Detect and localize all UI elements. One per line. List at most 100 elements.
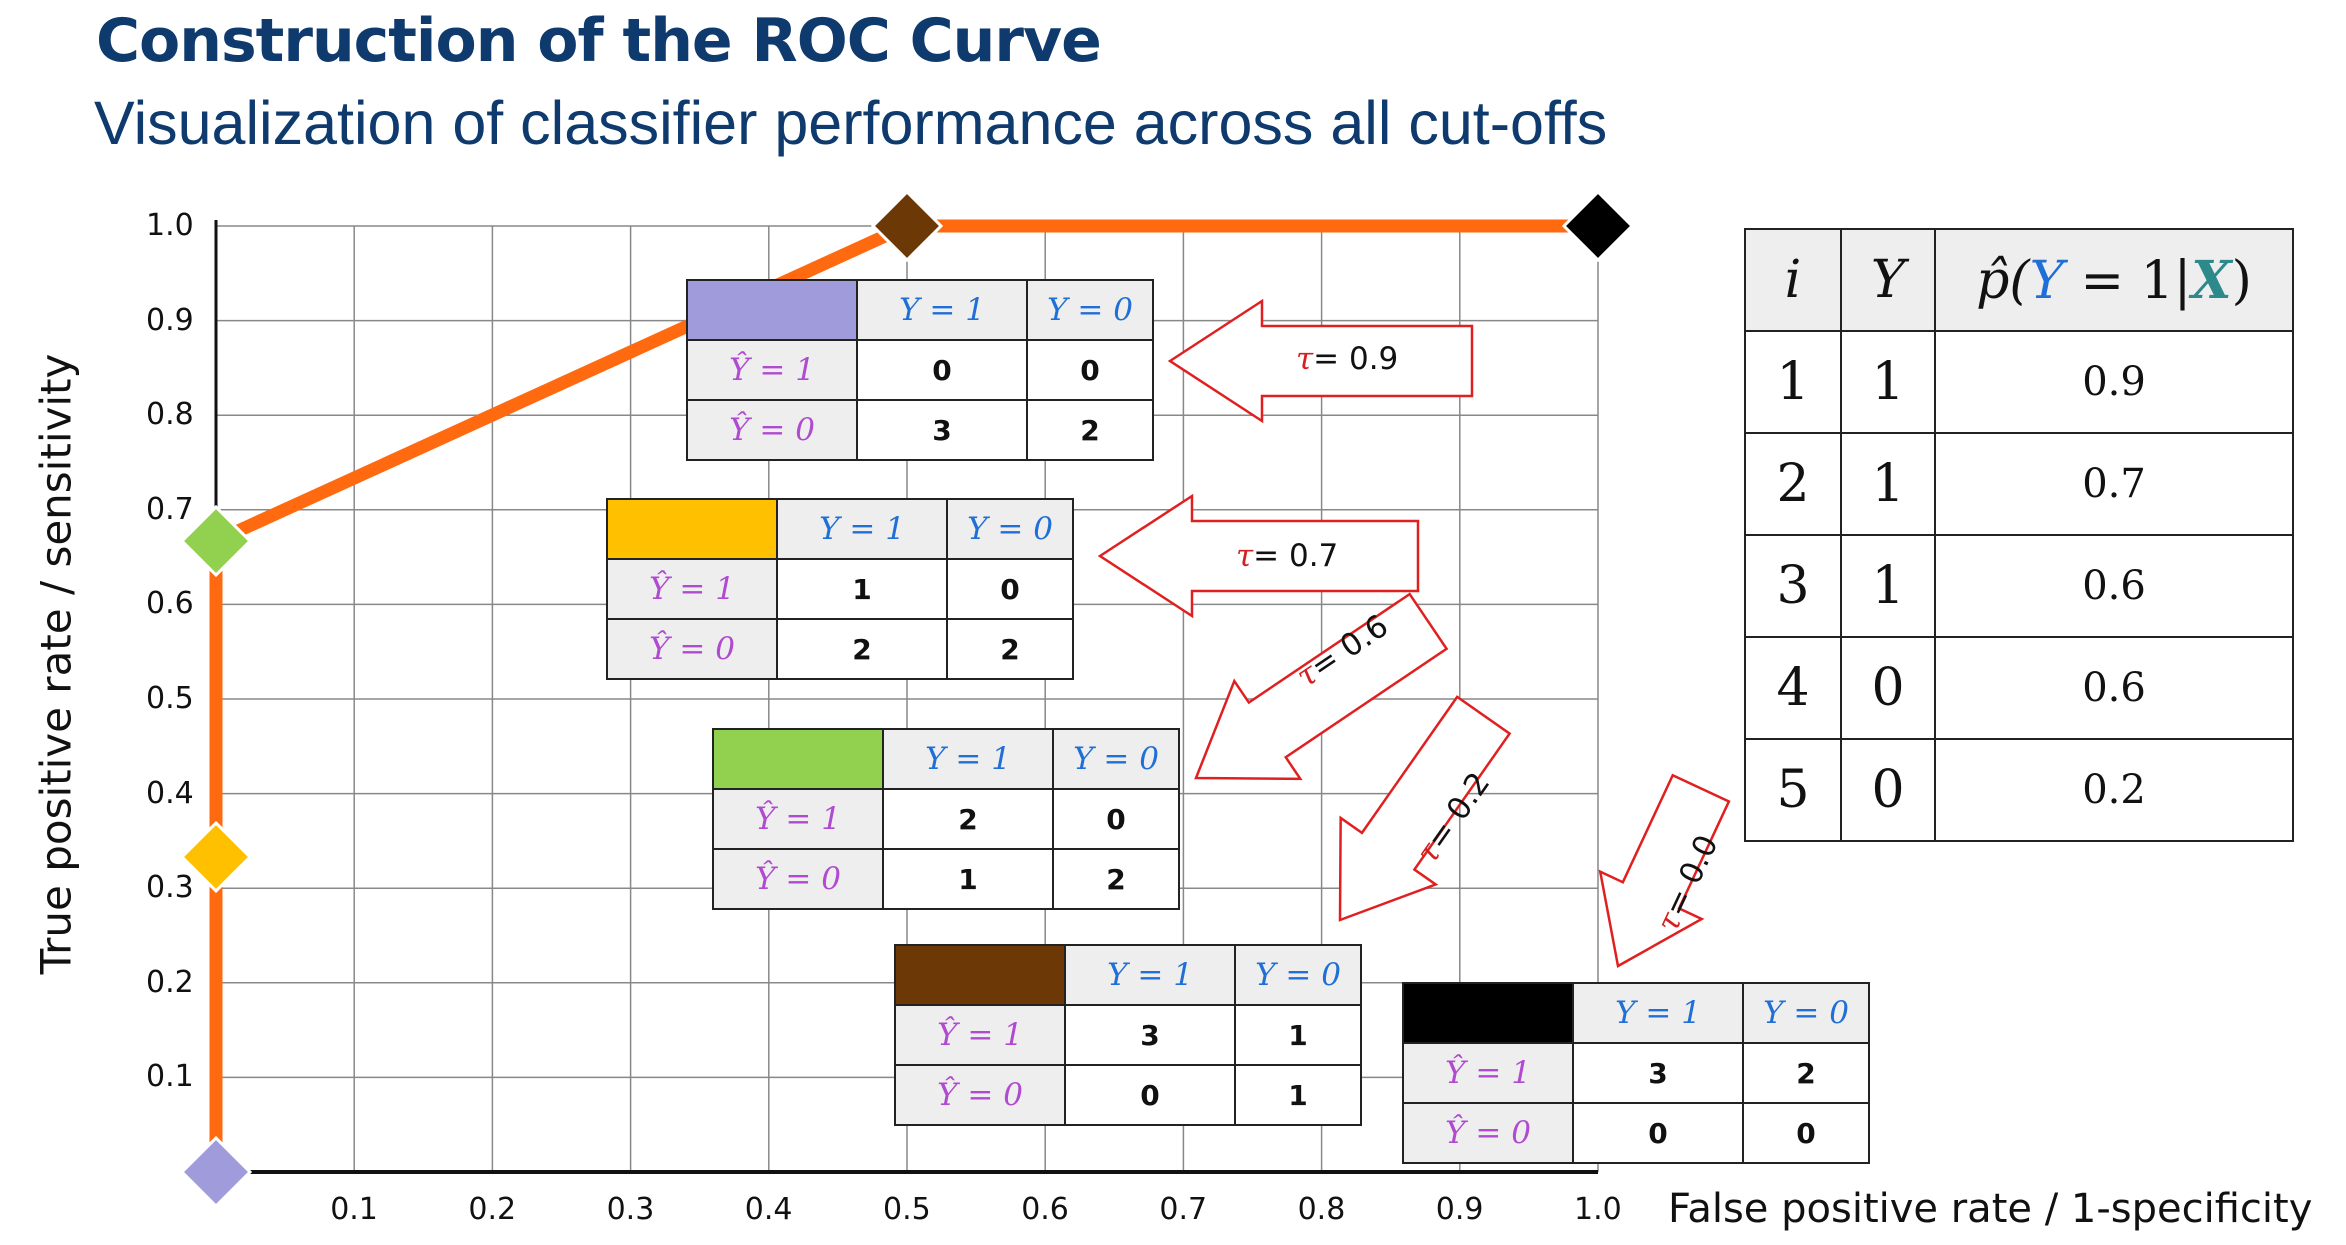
- arrow-label-tau-0-9: τ= 0.9: [1296, 341, 1399, 377]
- cell-fp: 0: [1052, 788, 1180, 850]
- x-tick-label: 0.1: [330, 1192, 378, 1227]
- cell-tn: 1: [1234, 1064, 1362, 1126]
- cell-fn: 1: [882, 848, 1054, 910]
- roc-point-marker: [870, 189, 944, 263]
- y-tick-label: 0.3: [146, 870, 194, 906]
- header-y: Y: [1840, 228, 1936, 332]
- col-header-y0: Y = 0: [1026, 279, 1154, 341]
- cell-p: 0.7: [1934, 432, 2294, 536]
- cell-p: 0.6: [1934, 636, 2294, 740]
- roc-point-marker: [1561, 189, 1635, 263]
- color-swatch: [686, 279, 858, 341]
- table-row: 5 0 0.2: [1744, 738, 2294, 842]
- row-header-yhat1: Ŷ = 1: [1402, 1042, 1574, 1104]
- threshold-arrow: [1338, 695, 1512, 922]
- x-tick-label: 0.4: [744, 1192, 793, 1227]
- cell-fp: 0: [946, 558, 1074, 620]
- probability-table: i Y p̂(Y = 1|X) 1 1 0.9 2 1 0.7 3 1 0.6 4 0 0.6 …: [1744, 228, 2294, 842]
- cell-p: 0.2: [1934, 738, 2294, 842]
- cell-i: 2: [1744, 432, 1842, 536]
- x-tick-label: 0.8: [1297, 1192, 1346, 1227]
- arrow-label-tau-0-7: τ= 0.7: [1236, 538, 1339, 574]
- color-swatch: [606, 498, 778, 560]
- row-header-yhat0: Ŷ = 0: [712, 848, 884, 910]
- color-swatch: [894, 944, 1066, 1006]
- cell-fn: 2: [776, 618, 948, 680]
- x-tick-label: 0.5: [883, 1192, 931, 1227]
- x-axis-label: False positive rate / 1-specificity: [1668, 1186, 2313, 1232]
- col-header-y0: Y = 0: [1742, 982, 1870, 1044]
- y-tick-label: 0.1: [146, 1059, 194, 1095]
- row-header-yhat1: Ŷ = 1: [894, 1004, 1066, 1066]
- cell-fn: 0: [1572, 1102, 1744, 1164]
- cell-tp: 3: [1572, 1042, 1744, 1104]
- col-header-y1: Y = 1: [1064, 944, 1236, 1006]
- roc-point-marker: [179, 1135, 253, 1209]
- col-header-y1: Y = 1: [1572, 982, 1744, 1044]
- roc-segment: [213, 220, 910, 547]
- color-swatch: [1402, 982, 1574, 1044]
- page-subtitle: Visualization of classifier performance …: [94, 89, 1608, 157]
- table-row: 2 1 0.7: [1744, 432, 2294, 536]
- threshold-arrow: [1194, 592, 1449, 781]
- cell-tp: 0: [856, 339, 1028, 401]
- table-row: 3 1 0.6: [1744, 534, 2294, 638]
- cell-tn: 2: [1026, 399, 1154, 461]
- x-tick-label: 0.6: [1021, 1192, 1069, 1227]
- col-header-y1: Y = 1: [856, 279, 1028, 341]
- cell-fn: 3: [856, 399, 1028, 461]
- cell-tp: 2: [882, 788, 1054, 850]
- y-tick-label: 0.6: [146, 586, 194, 622]
- row-header-yhat0: Ŷ = 0: [894, 1064, 1066, 1126]
- table-row: 4 0 0.6: [1744, 636, 2294, 740]
- cell-fp: 0: [1026, 339, 1154, 401]
- cell-fp: 1: [1234, 1004, 1362, 1066]
- cell-y: 1: [1840, 432, 1936, 536]
- row-header-yhat1: Ŷ = 1: [686, 339, 858, 401]
- cell-tp: 1: [776, 558, 948, 620]
- row-header-yhat1: Ŷ = 1: [712, 788, 884, 850]
- x-tick-label: 0.2: [468, 1192, 517, 1227]
- y-tick-label: 1.0: [146, 208, 194, 243]
- x-tick-label: 0.9: [1435, 1192, 1484, 1227]
- cell-fn: 0: [1064, 1064, 1236, 1126]
- y-tick-label: 0.5: [146, 681, 194, 716]
- cell-y: 1: [1840, 534, 1936, 638]
- x-tick-label: 1.0: [1574, 1192, 1622, 1227]
- table-row: 1 1 0.9: [1744, 330, 2294, 434]
- threshold-arrow: [1598, 773, 1731, 968]
- row-header-yhat0: Ŷ = 0: [1402, 1102, 1574, 1164]
- threshold-arrow: [1097, 493, 1420, 619]
- col-header-y1: Y = 1: [882, 728, 1054, 790]
- cell-p: 0.6: [1934, 534, 2294, 638]
- cell-y: 0: [1840, 738, 1936, 842]
- cell-i: 4: [1744, 636, 1842, 740]
- row-header-yhat0: Ŷ = 0: [686, 399, 858, 461]
- row-header-yhat0: Ŷ = 0: [606, 618, 778, 680]
- cell-y: 1: [1840, 330, 1936, 434]
- cell-p: 0.9: [1934, 330, 2294, 434]
- y-tick-label: 0.7: [146, 491, 194, 527]
- row-header-yhat1: Ŷ = 1: [606, 558, 778, 620]
- color-swatch: [712, 728, 884, 790]
- page-title: Construction of the ROC Curve: [96, 6, 1102, 76]
- col-header-y0: Y = 0: [1234, 944, 1362, 1006]
- cell-i: 1: [1744, 330, 1842, 434]
- y-tick-label: 0.8: [146, 397, 194, 433]
- col-header-y1: Y = 1: [776, 498, 948, 560]
- threshold-arrow: [1167, 298, 1474, 424]
- cell-i: 5: [1744, 738, 1842, 842]
- roc-point-marker: [179, 820, 253, 894]
- x-tick-label: 0.3: [606, 1192, 655, 1227]
- cell-tn: 2: [946, 618, 1074, 680]
- cell-tn: 0: [1742, 1102, 1870, 1164]
- x-tick-label: 0.7: [1159, 1192, 1208, 1227]
- cell-fp: 2: [1742, 1042, 1870, 1104]
- roc-point-marker: [179, 504, 253, 578]
- cell-tp: 3: [1064, 1004, 1236, 1066]
